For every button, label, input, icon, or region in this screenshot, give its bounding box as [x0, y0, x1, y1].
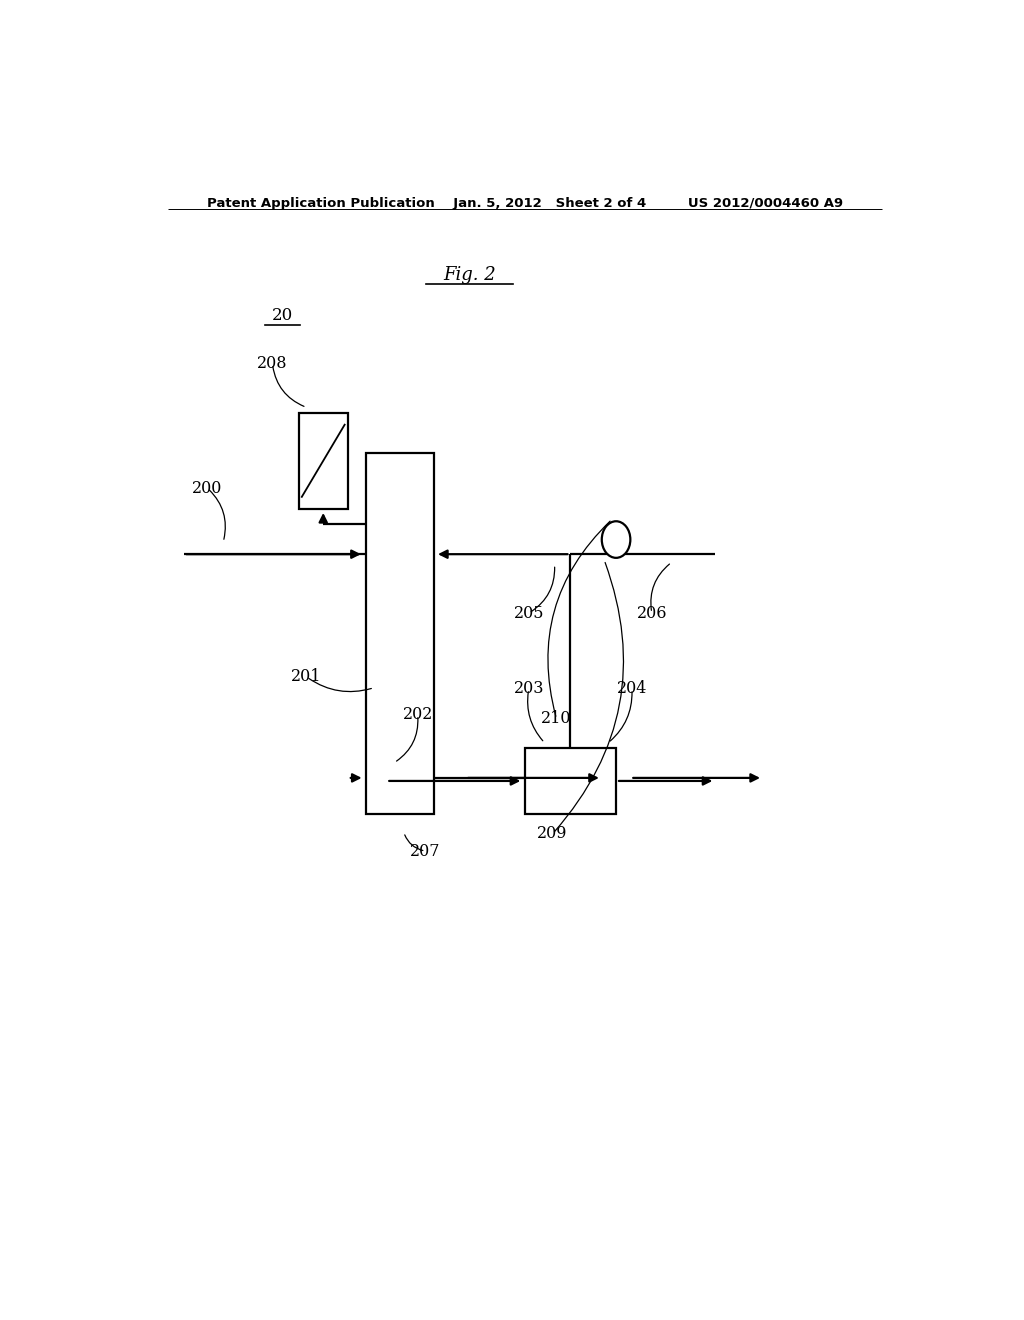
- Text: 205: 205: [513, 605, 544, 622]
- Text: 201: 201: [291, 668, 322, 685]
- Text: 204: 204: [616, 681, 647, 697]
- Circle shape: [602, 521, 631, 558]
- Text: 200: 200: [193, 479, 222, 496]
- Text: 202: 202: [402, 706, 433, 723]
- Text: 203: 203: [513, 681, 544, 697]
- Text: Patent Application Publication    Jan. 5, 2012   Sheet 2 of 4         US 2012/00: Patent Application Publication Jan. 5, 2…: [207, 197, 843, 210]
- Bar: [299, 412, 348, 510]
- Bar: [367, 453, 433, 814]
- Text: 206: 206: [637, 605, 667, 622]
- Text: Fig. 2: Fig. 2: [442, 267, 496, 284]
- Text: 20: 20: [272, 308, 294, 325]
- Text: 207: 207: [411, 842, 441, 859]
- Text: 210: 210: [542, 710, 571, 727]
- Text: 209: 209: [538, 825, 568, 842]
- Text: 208: 208: [257, 355, 288, 372]
- Bar: [524, 748, 616, 814]
